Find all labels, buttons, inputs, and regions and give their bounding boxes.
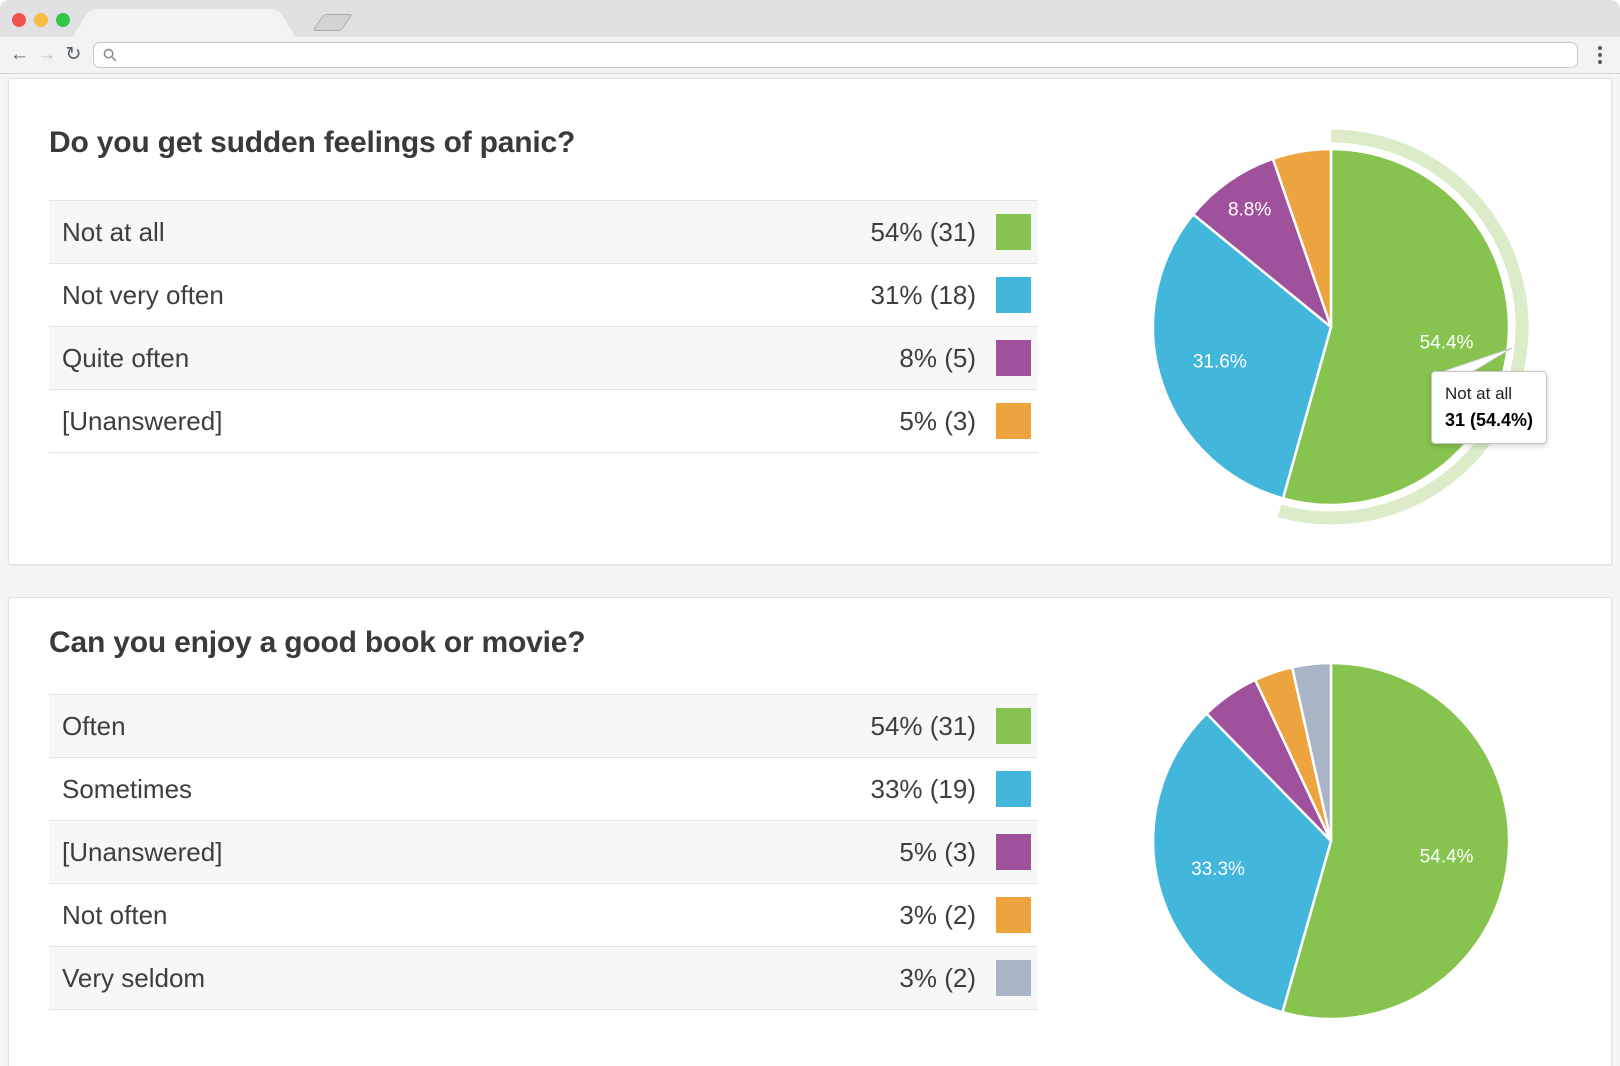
address-bar[interactable] <box>93 42 1578 68</box>
pie-tooltip: Not at all 31 (54.4%) <box>1431 371 1548 444</box>
table-row[interactable]: Often 54% (31) <box>49 694 1038 757</box>
table-row[interactable]: Quite often 8% (5) <box>49 326 1038 389</box>
tab-drag-shape[interactable] <box>312 14 353 31</box>
answers-table: Not at all 54% (31) Not very often 31% (… <box>49 200 1038 453</box>
answer-label: [Unanswered] <box>62 405 223 436</box>
answer-value: 31% (18) <box>870 279 977 310</box>
table-row[interactable]: [Unanswered] 5% (3) <box>49 389 1038 452</box>
browser-menu-button[interactable] <box>1590 43 1610 67</box>
answer-color-swatch <box>996 214 1031 250</box>
pie-slice[interactable] <box>1290 661 1333 843</box>
pie-slice[interactable] <box>1151 213 1333 500</box>
table-row[interactable]: Very seldom 3% (2) <box>49 946 1038 1009</box>
pie-chart-svg: 54.4% 31.6% 8.8% <box>1151 129 1529 525</box>
table-row[interactable]: Sometimes 33% (19) <box>49 757 1038 820</box>
question-card: Can you enjoy a good book or movie? Ofte… <box>8 597 1612 1066</box>
question-title: Can you enjoy a good book or movie? <box>49 626 586 659</box>
answer-value: 33% (19) <box>870 773 977 804</box>
pie-chart-svg: 54.4% 33.3% <box>1151 661 1511 1021</box>
answer-label: Not at all <box>62 216 165 247</box>
browser-tab-bar <box>0 0 1620 37</box>
table-row[interactable]: Not often 3% (2) <box>49 883 1038 946</box>
answer-color-swatch <box>996 277 1031 313</box>
answer-color-swatch <box>996 897 1031 933</box>
answer-color-swatch <box>996 960 1031 996</box>
page-content: Do you get sudden feelings of panic? Not… <box>0 74 1620 1066</box>
table-row[interactable]: Not very often 31% (18) <box>49 263 1038 326</box>
reload-button[interactable]: ↻ <box>65 44 82 65</box>
answer-label: Not often <box>62 899 168 930</box>
pie-slice-label: 54.4% <box>1420 332 1474 353</box>
tooltip-answer-label: Not at all <box>1445 384 1513 403</box>
answer-value: 54% (31) <box>870 710 977 741</box>
answer-color-swatch <box>996 708 1031 744</box>
answers-table: Often 54% (31) Sometimes 33% (19) [Unans… <box>49 694 1038 1010</box>
answer-label: Quite often <box>62 342 190 373</box>
table-row[interactable]: [Unanswered] 5% (3) <box>49 820 1038 883</box>
answer-label: Very seldom <box>62 962 206 993</box>
pie-slice[interactable] <box>1191 157 1333 329</box>
slice-highlight-halo <box>1277 129 1529 525</box>
pie-slice-label: 33.3% <box>1191 859 1245 880</box>
browser-toolbar: ← → ↻ <box>0 37 1620 74</box>
answer-color-swatch <box>996 403 1031 439</box>
pie-slice[interactable] <box>1151 712 1333 1014</box>
answer-value: 3% (2) <box>899 899 976 930</box>
answer-color-swatch <box>996 340 1031 376</box>
pie-slice[interactable] <box>1271 147 1333 329</box>
question-title: Do you get sudden feelings of panic? <box>49 126 576 159</box>
answer-label: Not very often <box>62 279 224 310</box>
window-minimize-button[interactable] <box>34 13 48 27</box>
search-icon <box>103 48 117 62</box>
answer-value: 54% (31) <box>870 216 977 247</box>
answer-value: 8% (5) <box>899 342 976 373</box>
forward-button[interactable]: → <box>37 44 56 65</box>
window-close-button[interactable] <box>12 13 26 27</box>
address-input[interactable] <box>125 46 1568 64</box>
answer-label: Often <box>62 710 126 741</box>
pie-slice-label: 54.4% <box>1420 847 1474 868</box>
answer-label: Sometimes <box>62 773 193 804</box>
answer-label: [Unanswered] <box>62 836 223 867</box>
pie-slice[interactable] <box>1281 661 1511 1021</box>
answer-color-swatch <box>996 771 1031 807</box>
pie-slice-label: 31.6% <box>1193 352 1247 373</box>
pie-chart: 54.4% 31.6% 8.8% Not at all 31 (54.4%) <box>1121 117 1548 537</box>
browser-tab[interactable] <box>95 9 273 37</box>
window-zoom-button[interactable] <box>56 13 70 27</box>
answer-value: 5% (3) <box>899 836 976 867</box>
back-button[interactable]: ← <box>10 44 29 65</box>
answer-value: 5% (3) <box>899 405 976 436</box>
tooltip-answer-value: 31 (54.4%) <box>1445 409 1534 430</box>
question-card: Do you get sudden feelings of panic? Not… <box>8 78 1612 565</box>
answer-value: 3% (2) <box>899 962 976 993</box>
pie-slice-label: 8.8% <box>1228 200 1271 221</box>
answer-color-swatch <box>996 834 1031 870</box>
pie-chart: 54.4% 33.3% <box>1121 631 1541 1051</box>
table-row[interactable]: Not at all 54% (31) <box>49 200 1038 263</box>
